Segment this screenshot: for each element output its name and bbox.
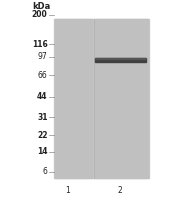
Text: 2: 2 [118, 186, 122, 195]
Bar [54, 19, 150, 178]
Bar [94, 19, 148, 178]
Text: 22: 22 [37, 131, 48, 140]
Text: 44: 44 [37, 92, 48, 101]
Text: 116: 116 [32, 40, 48, 49]
Text: 66: 66 [38, 71, 48, 80]
Bar [95, 58, 146, 62]
Text: 200: 200 [32, 10, 48, 20]
Bar [95, 58, 146, 59]
Text: 6: 6 [43, 167, 48, 176]
Bar [55, 19, 92, 178]
Text: 97: 97 [38, 52, 48, 61]
Text: 14: 14 [37, 147, 48, 156]
Text: 31: 31 [37, 112, 48, 122]
Text: kDa: kDa [32, 2, 50, 11]
Text: 1: 1 [65, 186, 70, 195]
